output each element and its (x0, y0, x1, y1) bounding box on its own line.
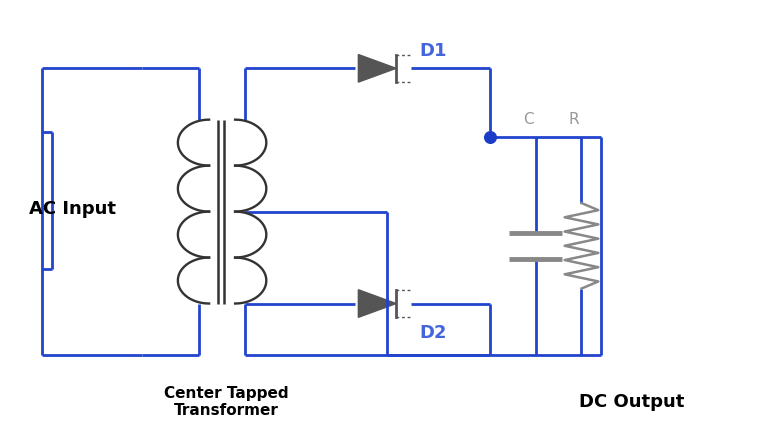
Text: D2: D2 (420, 324, 447, 342)
Polygon shape (359, 290, 396, 317)
Text: Center Tapped
Transformer: Center Tapped Transformer (164, 386, 288, 418)
Text: DC Output: DC Output (578, 393, 684, 411)
Text: AC Input: AC Input (29, 201, 117, 218)
Text: R: R (568, 112, 579, 127)
Text: D1: D1 (420, 42, 447, 60)
Polygon shape (359, 54, 396, 82)
Text: C: C (523, 112, 533, 127)
Point (484, 133, 496, 140)
